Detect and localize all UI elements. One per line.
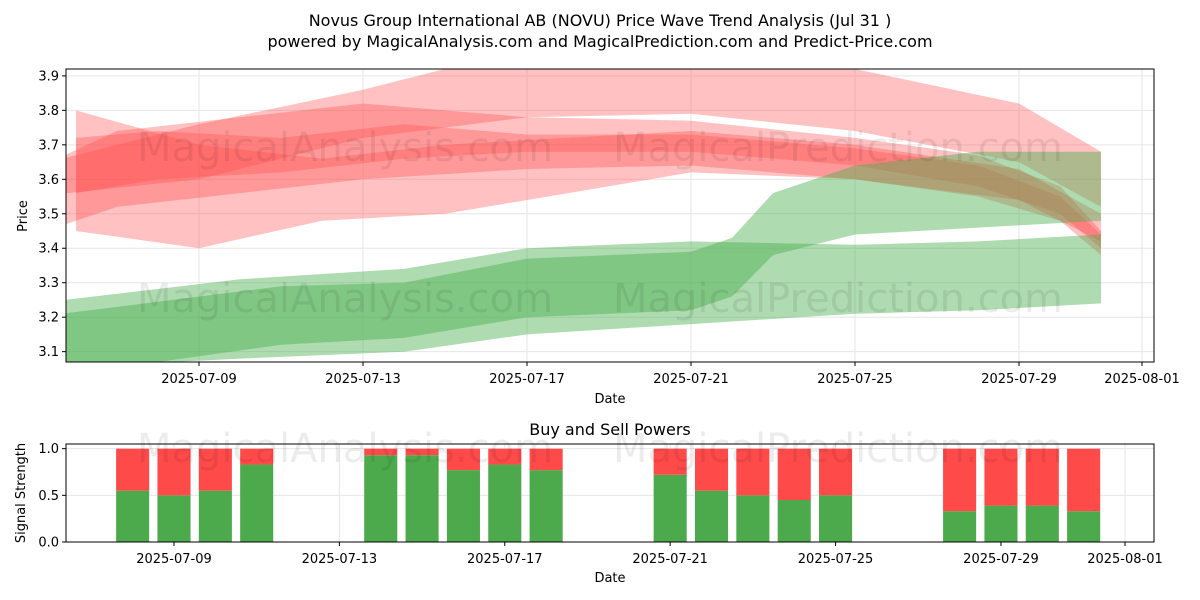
price-x-tick-label: 2025-07-25 <box>817 372 893 387</box>
price-y-tick-label: 3.1 <box>38 345 59 360</box>
red-wave-band-0 <box>66 103 1101 256</box>
sell-bar <box>819 448 853 496</box>
buy-bar <box>819 495 853 542</box>
signal-bars <box>116 448 1101 542</box>
signal-x-tick-label: 2025-07-09 <box>136 552 212 567</box>
signal-x-tick-label: 2025-07-29 <box>963 552 1039 567</box>
signal-x-tick-label: 2025-08-01 <box>1087 552 1163 567</box>
signal-x-tick-label: 2025-07-17 <box>467 552 543 567</box>
signal-y-tick-label: 0.0 <box>38 536 59 551</box>
price-y-tick-label: 3.2 <box>38 311 59 326</box>
price-wave-bands <box>66 69 1101 362</box>
sell-bar <box>984 448 1018 506</box>
signal-x-tick-label: 2025-07-21 <box>632 552 708 567</box>
buy-bar <box>943 511 977 542</box>
buy-bar <box>529 470 563 542</box>
sell-bar <box>198 448 232 491</box>
price-x-tick-label: 2025-07-29 <box>981 372 1057 387</box>
watermark-prediction-bottom: MagicalPrediction.com <box>613 426 1063 472</box>
sell-bar <box>943 448 977 512</box>
sell-bar <box>1025 448 1059 506</box>
sell-bar <box>529 448 563 471</box>
signal-x-axis-label: Date <box>594 571 625 586</box>
price-y-tick-label: 3.6 <box>38 173 59 188</box>
signal-plot: Buy and Sell Powers MagicalAnalysis.com … <box>14 420 1163 586</box>
buy-bar <box>446 470 480 542</box>
signal-y-tick-label: 0.5 <box>38 489 59 504</box>
buy-bar <box>1025 505 1059 542</box>
buy-bar <box>653 474 687 542</box>
watermark-analysis-bottom: MagicalAnalysis.com <box>137 426 553 472</box>
price-plot-frame <box>65 68 1155 363</box>
price-x-tick-label: 2025-07-21 <box>653 372 729 387</box>
chart-title: Novus Group International AB (NOVU) Pric… <box>309 11 892 30</box>
buy-bar <box>405 455 439 542</box>
price-y-tick-label: 3.9 <box>38 69 59 84</box>
sell-bar <box>364 448 398 456</box>
price-y-tick-label: 3.8 <box>38 104 59 119</box>
price-y-ticks: 3.1 3.2 3.3 3.4 3.5 3.6 3.7 3.8 3.9 <box>38 69 66 360</box>
buy-bar <box>1067 511 1101 542</box>
sell-bar <box>446 448 480 471</box>
price-y-tick-label: 3.5 <box>38 207 59 222</box>
sell-bar <box>653 448 687 475</box>
sell-bar <box>488 448 522 465</box>
signal-y-tick-label: 1.0 <box>38 442 59 457</box>
buy-bar <box>198 490 232 542</box>
sell-bar <box>1067 448 1101 512</box>
sell-bar <box>157 448 191 496</box>
red-wave-band-3 <box>76 110 1101 249</box>
watermark-prediction-mid: MagicalPrediction.com <box>613 276 1063 322</box>
price-x-tick-label: 2025-07-17 <box>489 372 565 387</box>
price-plot-background <box>66 69 1154 362</box>
green-wave-band-4 <box>66 234 1101 362</box>
price-y-tick-label: 3.7 <box>38 138 59 153</box>
red-wave-band-2 <box>66 69 1101 207</box>
watermark-analysis-mid: MagicalAnalysis.com <box>137 276 553 322</box>
buy-bar <box>116 490 150 542</box>
price-plot: MagicalAnalysis.com MagicalPrediction.co… <box>16 68 1180 407</box>
price-x-tick-label: 2025-08-01 <box>1104 372 1180 387</box>
buy-bar <box>364 455 398 542</box>
buy-bar <box>694 490 729 542</box>
buy-bar <box>777 500 811 542</box>
signal-chart-title: Buy and Sell Powers <box>529 420 691 439</box>
buy-bar <box>488 464 522 542</box>
sell-bar <box>405 448 439 456</box>
buy-bar <box>984 505 1018 542</box>
price-x-tick-label: 2025-07-13 <box>325 372 401 387</box>
signal-plot-frame <box>65 443 1155 543</box>
signal-y-ticks: 0.0 0.5 1.0 <box>38 442 66 551</box>
chart-subtitle: powered by MagicalAnalysis.com and Magic… <box>267 32 932 51</box>
price-grid <box>66 69 1154 362</box>
red-wave-band-1 <box>76 124 1101 249</box>
sell-bar <box>116 448 150 491</box>
green-wave-band-5 <box>66 151 1101 362</box>
sell-bar <box>240 448 274 465</box>
price-x-axis-label: Date <box>594 392 625 407</box>
watermark-analysis-top: MagicalAnalysis.com <box>137 125 553 171</box>
price-y-axis-label: Price <box>16 200 31 232</box>
sell-bar <box>777 448 811 500</box>
buy-bar <box>736 495 770 542</box>
price-y-tick-label: 3.4 <box>38 242 59 257</box>
price-y-tick-label: 3.3 <box>38 276 59 291</box>
price-x-ticks: 2025-07-09 2025-07-13 2025-07-17 2025-07-21… <box>161 362 1180 387</box>
buy-bar <box>157 495 191 542</box>
buy-bar <box>240 464 274 542</box>
signal-x-ticks: 2025-07-09 2025-07-13 2025-07-17 2025-07-21… <box>136 542 1163 567</box>
price-x-tick-label: 2025-07-09 <box>161 372 237 387</box>
sell-bar <box>694 448 729 491</box>
watermark-prediction-top: MagicalPrediction.com <box>613 125 1063 171</box>
signal-x-tick-label: 2025-07-13 <box>302 552 378 567</box>
signal-y-axis-label: Signal Strength <box>14 443 29 543</box>
signal-x-tick-label: 2025-07-25 <box>798 552 874 567</box>
sell-bar <box>736 448 770 496</box>
